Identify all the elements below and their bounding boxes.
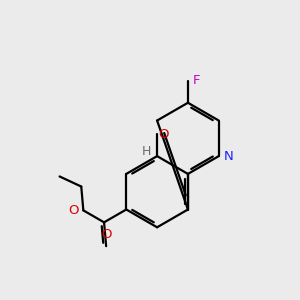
Text: N: N	[224, 150, 234, 163]
Text: O: O	[159, 128, 169, 141]
Text: O: O	[101, 228, 111, 241]
Text: F: F	[192, 74, 200, 87]
Text: O: O	[68, 204, 79, 217]
Text: H: H	[141, 145, 151, 158]
